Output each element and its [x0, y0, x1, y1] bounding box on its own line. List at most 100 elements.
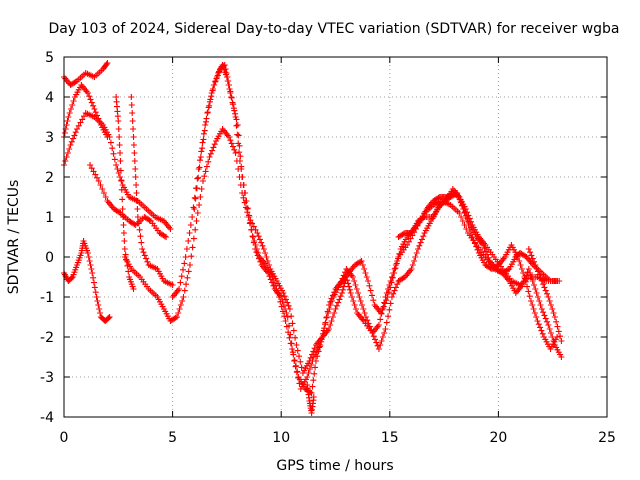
data-point [247, 219, 254, 226]
data-point [392, 284, 399, 291]
data-point [361, 310, 368, 316]
data-point [256, 236, 263, 243]
data-point [279, 308, 286, 315]
data-point [202, 168, 209, 175]
data-point [416, 242, 423, 249]
data-point [88, 165, 95, 172]
data-point [197, 194, 204, 200]
data-point [86, 258, 93, 264]
data-point [199, 139, 206, 146]
data-point [85, 254, 92, 260]
data-point [291, 357, 298, 364]
data-point [130, 126, 137, 132]
data-point [531, 310, 538, 316]
data-point [404, 242, 411, 248]
data-point [368, 326, 375, 333]
data-point [251, 238, 258, 244]
data-point [456, 210, 463, 216]
data-point [339, 286, 346, 293]
data-point [87, 162, 94, 168]
data-point [221, 62, 228, 68]
data-point [190, 235, 197, 242]
data-point [537, 324, 544, 331]
data-point [117, 174, 124, 180]
data-point [538, 327, 545, 334]
data-point [248, 226, 255, 233]
data-point [310, 348, 317, 355]
data-point [67, 142, 74, 148]
data-point [539, 330, 546, 337]
data-point [89, 270, 96, 276]
data-point [554, 323, 561, 330]
data-point [284, 299, 291, 306]
data-point [482, 248, 489, 255]
data-point [379, 334, 386, 340]
data-point [214, 72, 221, 79]
data-point [538, 306, 545, 312]
data-point [485, 254, 492, 261]
data-point [135, 220, 142, 227]
data-point [332, 306, 339, 312]
data-point [530, 306, 537, 312]
data-point [183, 281, 190, 288]
data-point [466, 215, 473, 222]
data-point [336, 296, 343, 303]
data-point [200, 130, 207, 137]
data-point [307, 354, 314, 361]
data-point [184, 274, 191, 281]
data-point [227, 88, 234, 95]
data-point [74, 126, 81, 132]
data-point [394, 281, 401, 288]
data-point [92, 171, 99, 178]
data-point [339, 290, 346, 296]
data-point [120, 230, 127, 236]
data-point [187, 222, 194, 228]
data-point [106, 314, 113, 320]
chart-title: Day 103 of 2024, Sidereal Day-to-day VTE… [48, 21, 619, 37]
data-point [120, 222, 127, 228]
data-point [177, 302, 184, 308]
data-point [182, 254, 189, 260]
data-point [377, 316, 384, 323]
data-point [365, 278, 372, 284]
data-point [229, 143, 236, 150]
data-point [537, 274, 544, 281]
data-point [516, 258, 523, 264]
data-point [377, 342, 384, 348]
data-point [281, 293, 288, 300]
data-point [525, 288, 532, 295]
data-point [370, 297, 377, 304]
data-point [542, 315, 549, 322]
data-point [130, 134, 137, 140]
data-point [534, 294, 541, 300]
data-point [226, 82, 233, 88]
data-point [232, 114, 239, 120]
data-point [220, 62, 227, 69]
data-point [95, 302, 102, 308]
data-point [128, 102, 135, 108]
data-point [337, 293, 344, 300]
data-point [115, 126, 122, 132]
data-point [120, 214, 127, 220]
data-point [134, 214, 141, 220]
data-point [234, 131, 241, 138]
data-point [540, 281, 547, 288]
data-point [118, 186, 125, 193]
data-point [132, 174, 139, 180]
y-tick-label: 2 [45, 170, 54, 186]
data-point [255, 233, 262, 240]
data-point [129, 118, 136, 124]
data-point [298, 364, 305, 371]
data-point [420, 233, 427, 240]
data-point [464, 209, 471, 216]
data-point [335, 299, 342, 306]
data-point [285, 329, 292, 336]
series-track-4 [87, 162, 170, 240]
data-point [289, 346, 296, 352]
data-point [131, 150, 138, 156]
data-point [161, 233, 168, 240]
data-point [180, 266, 187, 273]
data-point [173, 314, 180, 320]
data-point [545, 322, 552, 328]
data-point [387, 300, 394, 307]
